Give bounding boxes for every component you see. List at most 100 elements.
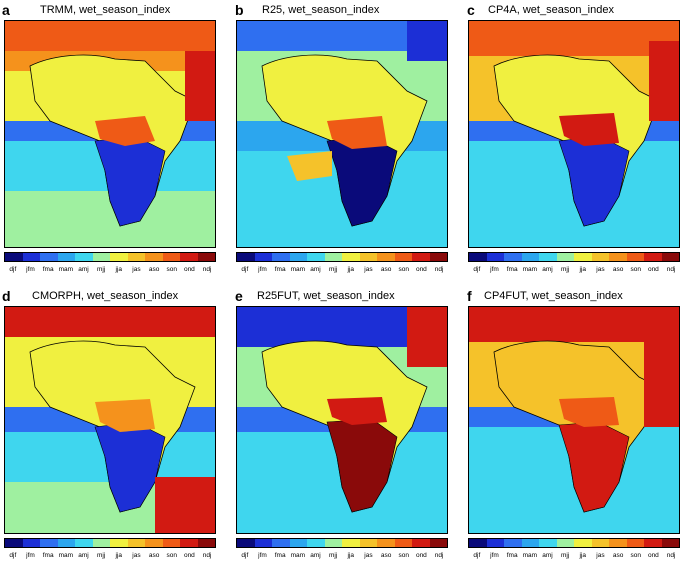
colorbar-label: jas xyxy=(596,552,605,559)
colorbar-labels-b: djf jfm fma mam amj mjj jja jas aso son ond ndj xyxy=(236,266,448,273)
colorbar-label: jja xyxy=(347,266,355,273)
colorbar-label: mjj xyxy=(560,552,570,559)
colorbar-label: mjj xyxy=(328,266,338,273)
colorbar-cell xyxy=(272,253,290,261)
colorbar-label: djf xyxy=(9,266,17,273)
colorbar-cell xyxy=(342,539,360,547)
colorbar-cell xyxy=(162,253,180,261)
colorbar-cell xyxy=(591,539,609,547)
colorbar-cell xyxy=(197,539,215,547)
colorbar-label: mjj xyxy=(560,266,570,273)
colorbar-cell xyxy=(521,253,539,261)
panel-letter: f xyxy=(467,288,472,304)
panel-letter: c xyxy=(467,2,475,18)
colorbar-f xyxy=(468,538,680,548)
colorbar-cell xyxy=(394,539,412,547)
colorbar-cell xyxy=(644,539,662,547)
colorbar-label: jja xyxy=(579,552,587,559)
colorbar-cell xyxy=(342,253,360,261)
colorbar-cell xyxy=(22,539,40,547)
colorbar-labels-d: djf jfm fma mam amj mjj jja jas aso son ond ndj xyxy=(4,552,216,559)
colorbar-cell xyxy=(307,253,325,261)
colorbar-cell xyxy=(197,253,215,261)
colorbar-label: aso xyxy=(148,266,160,273)
colorbar-label: amj xyxy=(310,266,321,273)
colorbar-cell xyxy=(75,253,93,261)
colorbar-label: djf xyxy=(473,552,481,559)
colorbar-label: ond xyxy=(647,266,659,273)
map-panel-c xyxy=(468,20,680,248)
colorbar-cell xyxy=(5,539,23,547)
colorbar-label: amj xyxy=(542,266,553,273)
colorbar-label: ndj xyxy=(666,266,676,273)
colorbar-labels-e: djf jfm fma mam amj mjj jja jas aso son ond ndj xyxy=(236,552,448,559)
colorbar-label: jfm xyxy=(490,552,499,559)
colorbar-label: fma xyxy=(506,552,518,559)
colorbar-label: jfm xyxy=(26,266,35,273)
colorbar-labels-c: djf jfm fma mam amj mjj jja jas aso son ond ndj xyxy=(468,266,680,273)
colorbar-cell xyxy=(661,539,679,547)
colorbar-cell xyxy=(377,539,395,547)
colorbar-e xyxy=(236,538,448,548)
colorbar-cell xyxy=(661,253,679,261)
colorbar-cell xyxy=(162,539,180,547)
colorbar-label: fma xyxy=(274,266,286,273)
colorbar-cell xyxy=(377,253,395,261)
colorbar-label: jfm xyxy=(258,552,267,559)
colorbar-cell xyxy=(127,539,145,547)
colorbar-cell xyxy=(254,539,272,547)
colorbar-cell xyxy=(307,539,325,547)
colorbar-label: mam xyxy=(58,552,74,559)
colorbar-cell xyxy=(609,253,627,261)
panel-title: CP4FUT, wet_season_index xyxy=(484,290,623,302)
colorbar-label: aso xyxy=(612,266,624,273)
colorbar-cell xyxy=(504,539,522,547)
colorbar-label: son xyxy=(630,266,641,273)
colorbar-cell xyxy=(180,539,198,547)
colorbar-label: jja xyxy=(115,266,123,273)
colorbar-cell xyxy=(609,539,627,547)
colorbar-label: ond xyxy=(183,266,195,273)
colorbar-cell xyxy=(92,539,110,547)
colorbar-cell xyxy=(521,539,539,547)
colorbar-b xyxy=(236,252,448,262)
colorbar-label: mjj xyxy=(328,552,338,559)
colorbar-cell xyxy=(556,539,574,547)
colorbar-cell xyxy=(556,253,574,261)
colorbar-label: aso xyxy=(380,266,392,273)
colorbar-cell xyxy=(574,253,592,261)
colorbar-d xyxy=(4,538,216,548)
colorbar-label: mam xyxy=(522,266,538,273)
colorbar-label: ndj xyxy=(434,552,444,559)
colorbar-cell xyxy=(394,253,412,261)
colorbar-cell xyxy=(626,253,644,261)
map-panel-e xyxy=(236,306,448,534)
colorbar-cell xyxy=(539,539,557,547)
colorbar-label: mjj xyxy=(96,266,106,273)
panel-title: TRMM, wet_season_index xyxy=(40,4,171,16)
colorbar-cell xyxy=(429,539,447,547)
colorbar-label: aso xyxy=(612,552,624,559)
colorbar-label: ond xyxy=(415,266,427,273)
colorbar-label: mam xyxy=(290,552,306,559)
colorbar-label: mjj xyxy=(96,552,106,559)
colorbar-label: ond xyxy=(415,552,427,559)
colorbar-label: ond xyxy=(183,552,195,559)
colorbar-cell xyxy=(57,253,75,261)
panel-letter: d xyxy=(2,288,11,304)
colorbar-cell xyxy=(591,253,609,261)
colorbar-cell xyxy=(57,539,75,547)
panel-title: R25FUT, wet_season_index xyxy=(257,290,395,302)
colorbar-label: amj xyxy=(78,266,89,273)
colorbar-cell xyxy=(429,253,447,261)
colorbar-label: djf xyxy=(241,266,249,273)
colorbar-cell xyxy=(180,253,198,261)
colorbar-label: fma xyxy=(506,266,518,273)
colorbar-cell xyxy=(110,539,128,547)
colorbar-cell xyxy=(486,539,504,547)
colorbar-cell xyxy=(40,539,58,547)
colorbar-label: amj xyxy=(310,552,321,559)
colorbar-label: jfm xyxy=(26,552,35,559)
colorbar-label: djf xyxy=(473,266,481,273)
colorbar-cell xyxy=(412,539,430,547)
